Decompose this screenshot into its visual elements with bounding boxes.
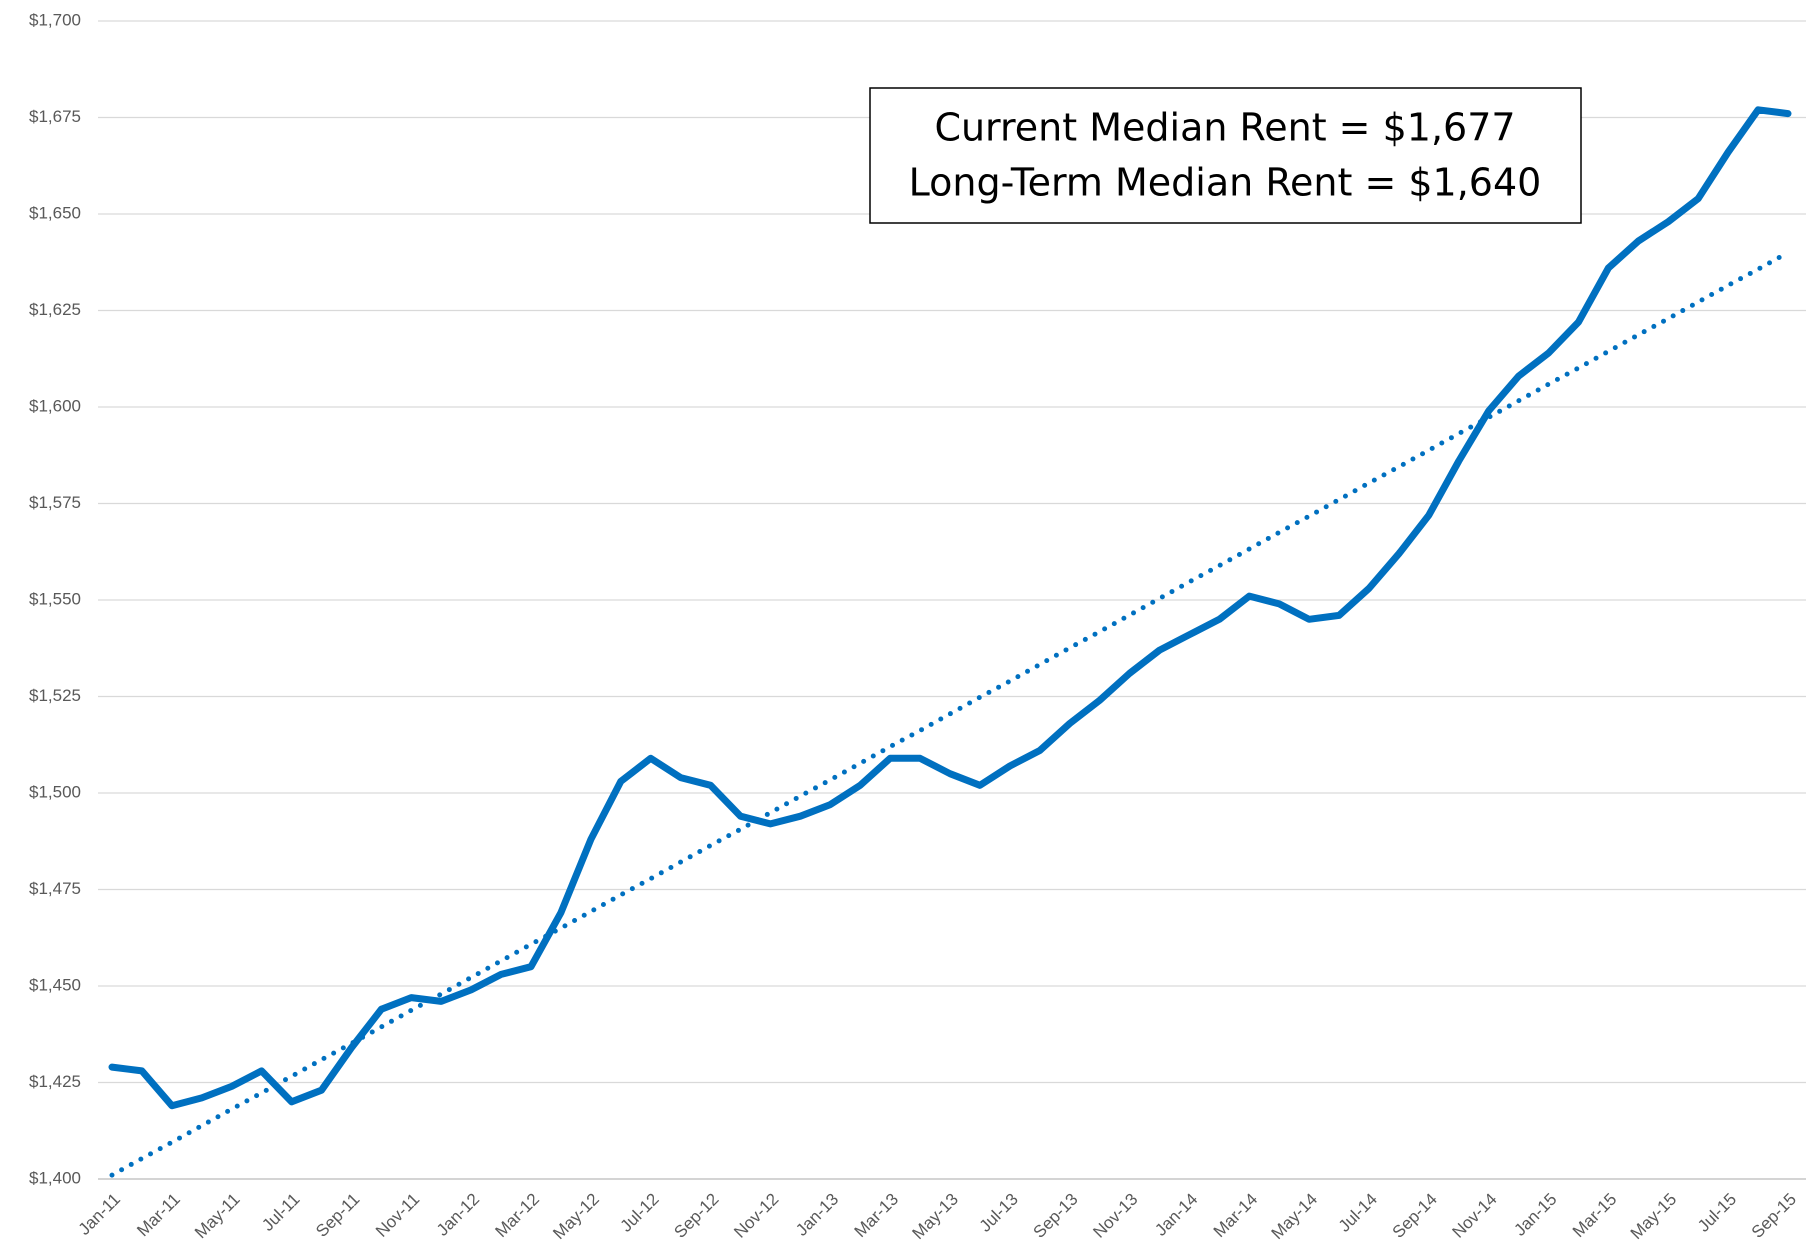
x-tick-label: Jan-11 [75,1190,124,1239]
x-tick-label: Jul-13 [976,1190,1022,1236]
y-tick-label: $1,700 [29,10,81,29]
y-tick-label: $1,500 [29,782,81,801]
x-tick-label: Mar-14 [1210,1190,1262,1242]
x-tick-label: Jul-12 [617,1190,663,1236]
x-tick-label: Nov-11 [372,1190,423,1241]
y-tick-label: $1,575 [29,493,81,512]
annotation: Long-Term Median Rent = $1,640 [909,161,1542,205]
x-tick-label: Mar-12 [491,1190,543,1242]
x-tick-label: Jul-11 [258,1190,303,1235]
x-tick-label: May-13 [908,1190,962,1244]
x-tick-label: Sep-11 [312,1190,363,1241]
x-tick-label: Sep-14 [1389,1190,1441,1242]
x-tick-label: Mar-13 [851,1190,903,1242]
x-tick-label: Jan-12 [433,1190,483,1240]
x-tick-label: Sep-15 [1748,1190,1800,1242]
x-tick-label: Mar-11 [133,1190,184,1241]
x-tick-label: Jul-14 [1335,1190,1381,1236]
y-tick-label: $1,650 [29,203,81,222]
x-tick-label: Jan-15 [1510,1190,1560,1240]
y-tick-label: $1,400 [29,1168,81,1187]
y-tick-label: $1,675 [29,107,81,126]
y-tick-label: $1,425 [29,1072,81,1091]
x-tick-label: May-11 [191,1190,244,1243]
x-tick-label: Jan-14 [1151,1190,1201,1240]
x-tick-label: Nov-14 [1449,1190,1501,1242]
x-tick-label: Mar-15 [1569,1190,1621,1242]
x-tick-label: May-14 [1268,1190,1322,1244]
annotation: Current Median Rent = $1,677 [934,106,1515,150]
y-tick-label: $1,600 [29,396,81,415]
data-line [108,106,1792,1110]
trend-line [109,250,1791,1178]
x-tick-label: Sep-13 [1030,1190,1082,1242]
x-tick-label: May-12 [549,1190,603,1244]
x-tick-label: Sep-12 [670,1190,722,1242]
y-tick-label: $1,625 [29,300,81,319]
y-tick-label: $1,450 [29,975,81,994]
x-tick-label: Nov-12 [730,1190,782,1242]
x-tick-label: Jul-15 [1694,1190,1740,1236]
y-tick-label: $1,525 [29,686,81,705]
x-tick-label: May-15 [1627,1190,1681,1244]
annotation-box [869,87,1582,224]
y-tick-label: $1,475 [29,879,81,898]
x-tick-label: Jan-13 [792,1190,842,1240]
y-tick-label: $1,550 [29,589,81,608]
x-tick-label: Nov-13 [1089,1190,1141,1242]
